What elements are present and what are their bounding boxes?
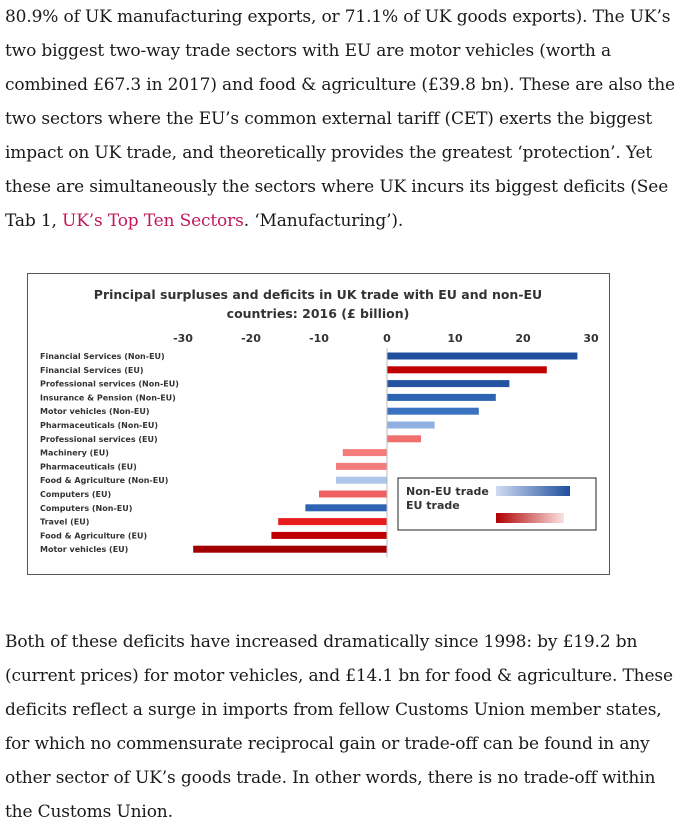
x-tick-label: -20 — [241, 332, 261, 345]
x-axis-ticks: -30 -20 -10 0 10 20 30 — [173, 332, 599, 345]
intro-text-end: . ‘Manufacturing’). — [243, 211, 404, 231]
chart-title-line1: Principal surpluses and deficits in UK t… — [94, 287, 542, 302]
chart-title-line2: countries: 2016 (£ billion) — [227, 306, 410, 321]
category-label: Food & Agriculture (Non-EU) — [40, 476, 168, 485]
bar — [193, 545, 387, 553]
x-tick-label: 20 — [515, 332, 531, 345]
category-label: Computers (EU) — [40, 490, 111, 499]
category-label: Machinery (EU) — [40, 449, 109, 458]
category-label: Professional services (Non-EU) — [40, 380, 179, 389]
chart-canvas: Principal surpluses and deficits in UK t… — [40, 287, 599, 558]
conclusion-paragraph: Both of these deficits have increased dr… — [5, 632, 673, 822]
category-label: Pharmaceuticals (Non-EU) — [40, 421, 158, 430]
intro-text: 80.9% of UK manufacturing exports, or 71… — [5, 7, 675, 231]
intro-paragraph: 80.9% of UK manufacturing exports, or 71… — [5, 0, 685, 238]
bar — [336, 462, 387, 470]
bar — [319, 490, 387, 498]
bar — [387, 366, 547, 374]
bar — [271, 531, 387, 539]
category-label: Computers (Non-EU) — [40, 504, 132, 513]
x-tick-label: -10 — [309, 332, 329, 345]
category-label: Travel (EU) — [40, 518, 89, 527]
x-tick-label: 30 — [583, 332, 599, 345]
bar — [387, 407, 479, 415]
bar — [387, 352, 578, 360]
x-tick-label: 10 — [447, 332, 463, 345]
legend-swatch-eu — [496, 513, 564, 523]
category-label: Financial Services (EU) — [40, 366, 143, 375]
x-tick-label: -30 — [173, 332, 193, 345]
bar — [387, 435, 421, 443]
legend-label-eu: EU trade — [406, 499, 460, 512]
bar — [387, 393, 496, 401]
category-labels: Financial Services (Non-EU) Financial Ser… — [40, 352, 179, 554]
top-ten-sectors-link[interactable]: UK’s Top Ten Sectors — [62, 211, 244, 231]
bar — [336, 476, 387, 484]
bars-group — [193, 352, 578, 553]
bar — [305, 504, 387, 512]
x-tick-label: 0 — [383, 332, 391, 345]
category-label: Motor vehicles (Non-EU) — [40, 407, 150, 416]
category-label: Professional services (EU) — [40, 435, 158, 444]
legend: Non-EU trade EU trade — [397, 477, 597, 531]
category-label: Financial Services (Non-EU) — [40, 352, 165, 361]
category-label: Motor vehicles (EU) — [40, 545, 128, 554]
legend-swatch-non-eu — [496, 486, 570, 496]
trade-chart: Principal surpluses and deficits in UK t… — [27, 273, 610, 575]
bar — [278, 518, 387, 526]
legend-label-non-eu: Non-EU trade — [406, 485, 489, 498]
bar — [387, 380, 510, 388]
category-label: Insurance & Pension (Non-EU) — [40, 393, 176, 402]
category-label: Food & Agriculture (EU) — [40, 531, 147, 540]
category-label: Pharmaceuticals (EU) — [40, 462, 137, 471]
bar — [387, 421, 435, 429]
bar — [342, 449, 387, 457]
